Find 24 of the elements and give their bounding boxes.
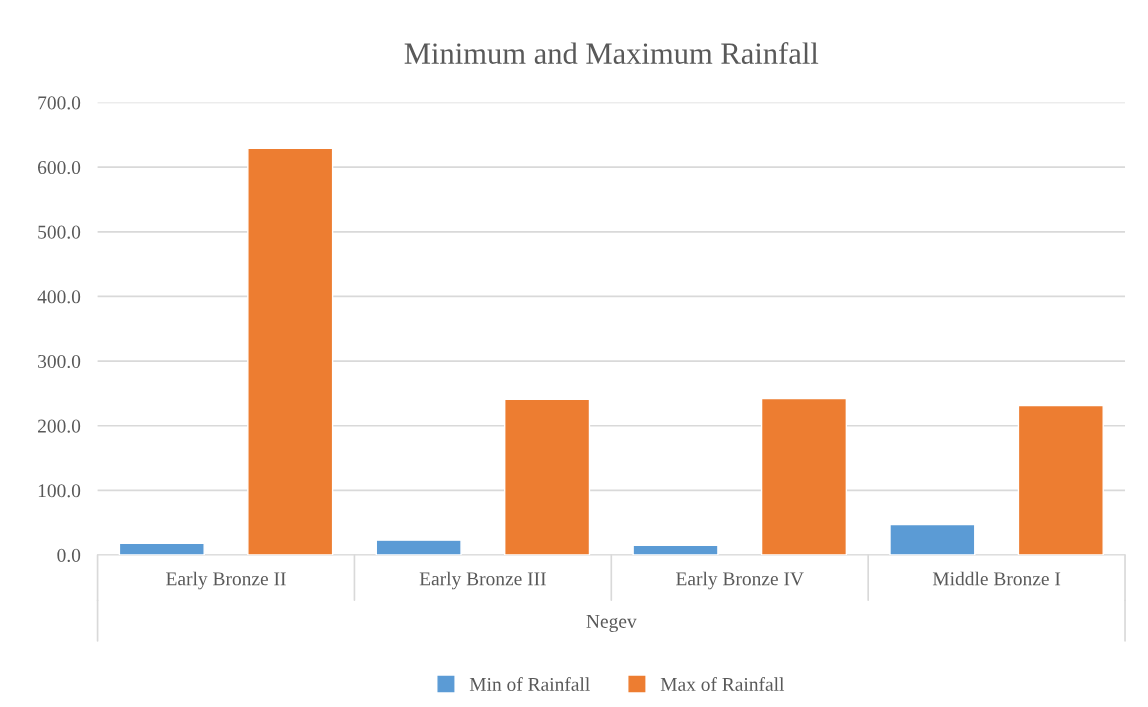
bar [375, 539, 462, 555]
bar [118, 542, 205, 555]
x-tick-label: Early Bronze III [419, 571, 546, 590]
x-tick-label: Early Bronze IV [676, 571, 804, 590]
y-tick-label: 400.0 [37, 290, 81, 304]
x-tick-label: Early Bronze II [166, 571, 286, 590]
legend-label: Max of Rainfall [660, 677, 785, 691]
bar [760, 397, 848, 555]
y-tick-label: 500.0 [38, 225, 81, 239]
bar [632, 544, 719, 555]
bar [889, 523, 976, 555]
chart-title: Minimum and Maximum Rainfall [404, 42, 819, 64]
bar [247, 147, 334, 555]
bar [1017, 404, 1104, 555]
y-tick-label: 600.0 [38, 160, 81, 175]
y-tick-label: 0.0 [57, 548, 81, 563]
x-tick-label: Middle Bronze I [932, 571, 1061, 586]
x-axis-title: Negev [586, 615, 637, 632]
y-tick-label: 300.0 [38, 354, 81, 369]
y-tick-label: 700.0 [38, 96, 81, 110]
y-tick-label: 100.0 [38, 484, 81, 498]
legend-label: Min of Rainfall [469, 677, 590, 691]
bar [504, 398, 591, 555]
y-tick-label: 200.0 [38, 419, 81, 433]
